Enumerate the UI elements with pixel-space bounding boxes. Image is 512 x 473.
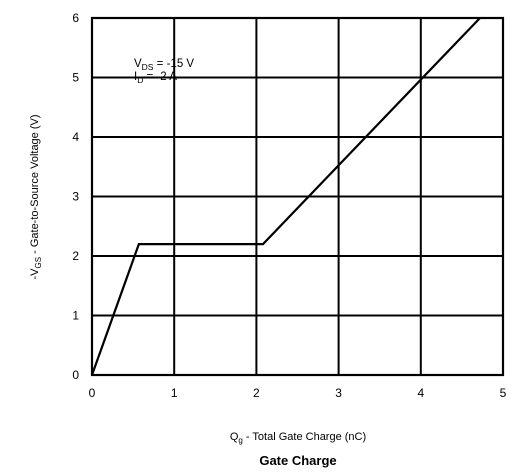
y-tick-label: 6 bbox=[72, 11, 79, 25]
y-tick-label: 1 bbox=[72, 309, 79, 323]
y-tick-label: 0 bbox=[72, 368, 79, 382]
x-axis-label: Qg - Total Gate Charge (nC) bbox=[230, 431, 366, 445]
annotation-id: ID = -2 A bbox=[134, 71, 177, 85]
plot-frame bbox=[90, 16, 505, 377]
chart-title: Gate Charge bbox=[259, 453, 336, 468]
y-tick-label: 2 bbox=[72, 249, 79, 263]
x-tick-labels: 0 1 2 3 4 5 bbox=[89, 386, 507, 400]
y-tick-label: 5 bbox=[72, 71, 79, 85]
y-axis-label: -VGS - Gate-to-Source Voltage (V) bbox=[29, 114, 43, 279]
annotation-vds: VDS = -15 V bbox=[134, 58, 194, 72]
gate-charge-curve bbox=[90, 17, 481, 376]
grid-lines bbox=[92, 18, 503, 375]
x-tick-label: 0 bbox=[89, 386, 96, 400]
y-tick-label: 4 bbox=[72, 130, 79, 144]
x-tick-label: 3 bbox=[335, 386, 342, 400]
x-tick-label: 1 bbox=[171, 386, 178, 400]
y-tick-labels: 0 1 2 3 4 5 6 bbox=[72, 11, 79, 382]
x-tick-label: 4 bbox=[417, 386, 424, 400]
x-tick-label: 5 bbox=[500, 386, 507, 400]
y-tick-label: 3 bbox=[72, 190, 79, 204]
x-tick-label: 2 bbox=[253, 386, 260, 400]
